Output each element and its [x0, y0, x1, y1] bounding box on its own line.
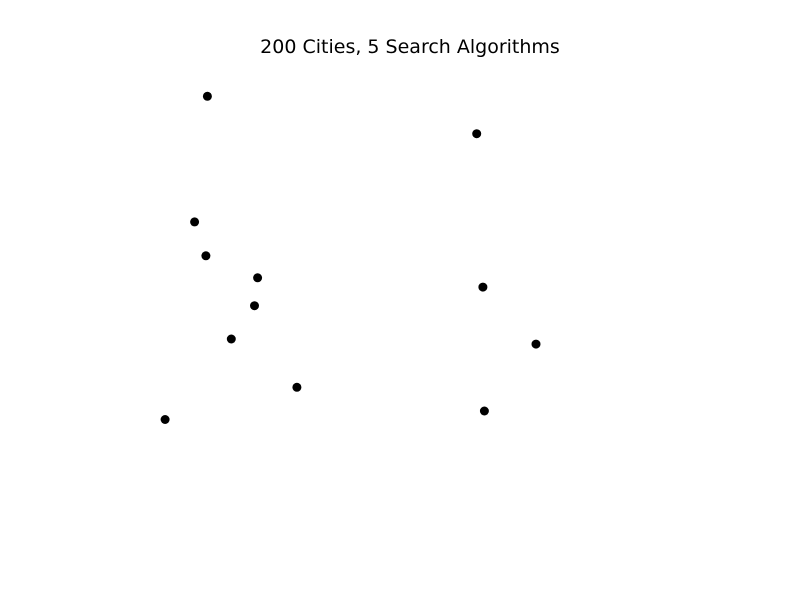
- city-point-10: [292, 382, 302, 392]
- city-point-7: [250, 301, 259, 311]
- city-point-2: [472, 129, 482, 139]
- city-point-5: [253, 273, 263, 283]
- city-point-3: [190, 217, 200, 227]
- city-point-1: [202, 91, 212, 101]
- city-point-6: [478, 282, 488, 292]
- city-point-12: [160, 415, 170, 424]
- city-point-11: [479, 406, 489, 416]
- city-point-4: [201, 251, 211, 261]
- city-point-8: [226, 334, 236, 344]
- points-layer: [160, 91, 541, 424]
- chart-title: 200 Cities, 5 Search Algorithms: [260, 36, 560, 58]
- city-point-9: [531, 339, 541, 349]
